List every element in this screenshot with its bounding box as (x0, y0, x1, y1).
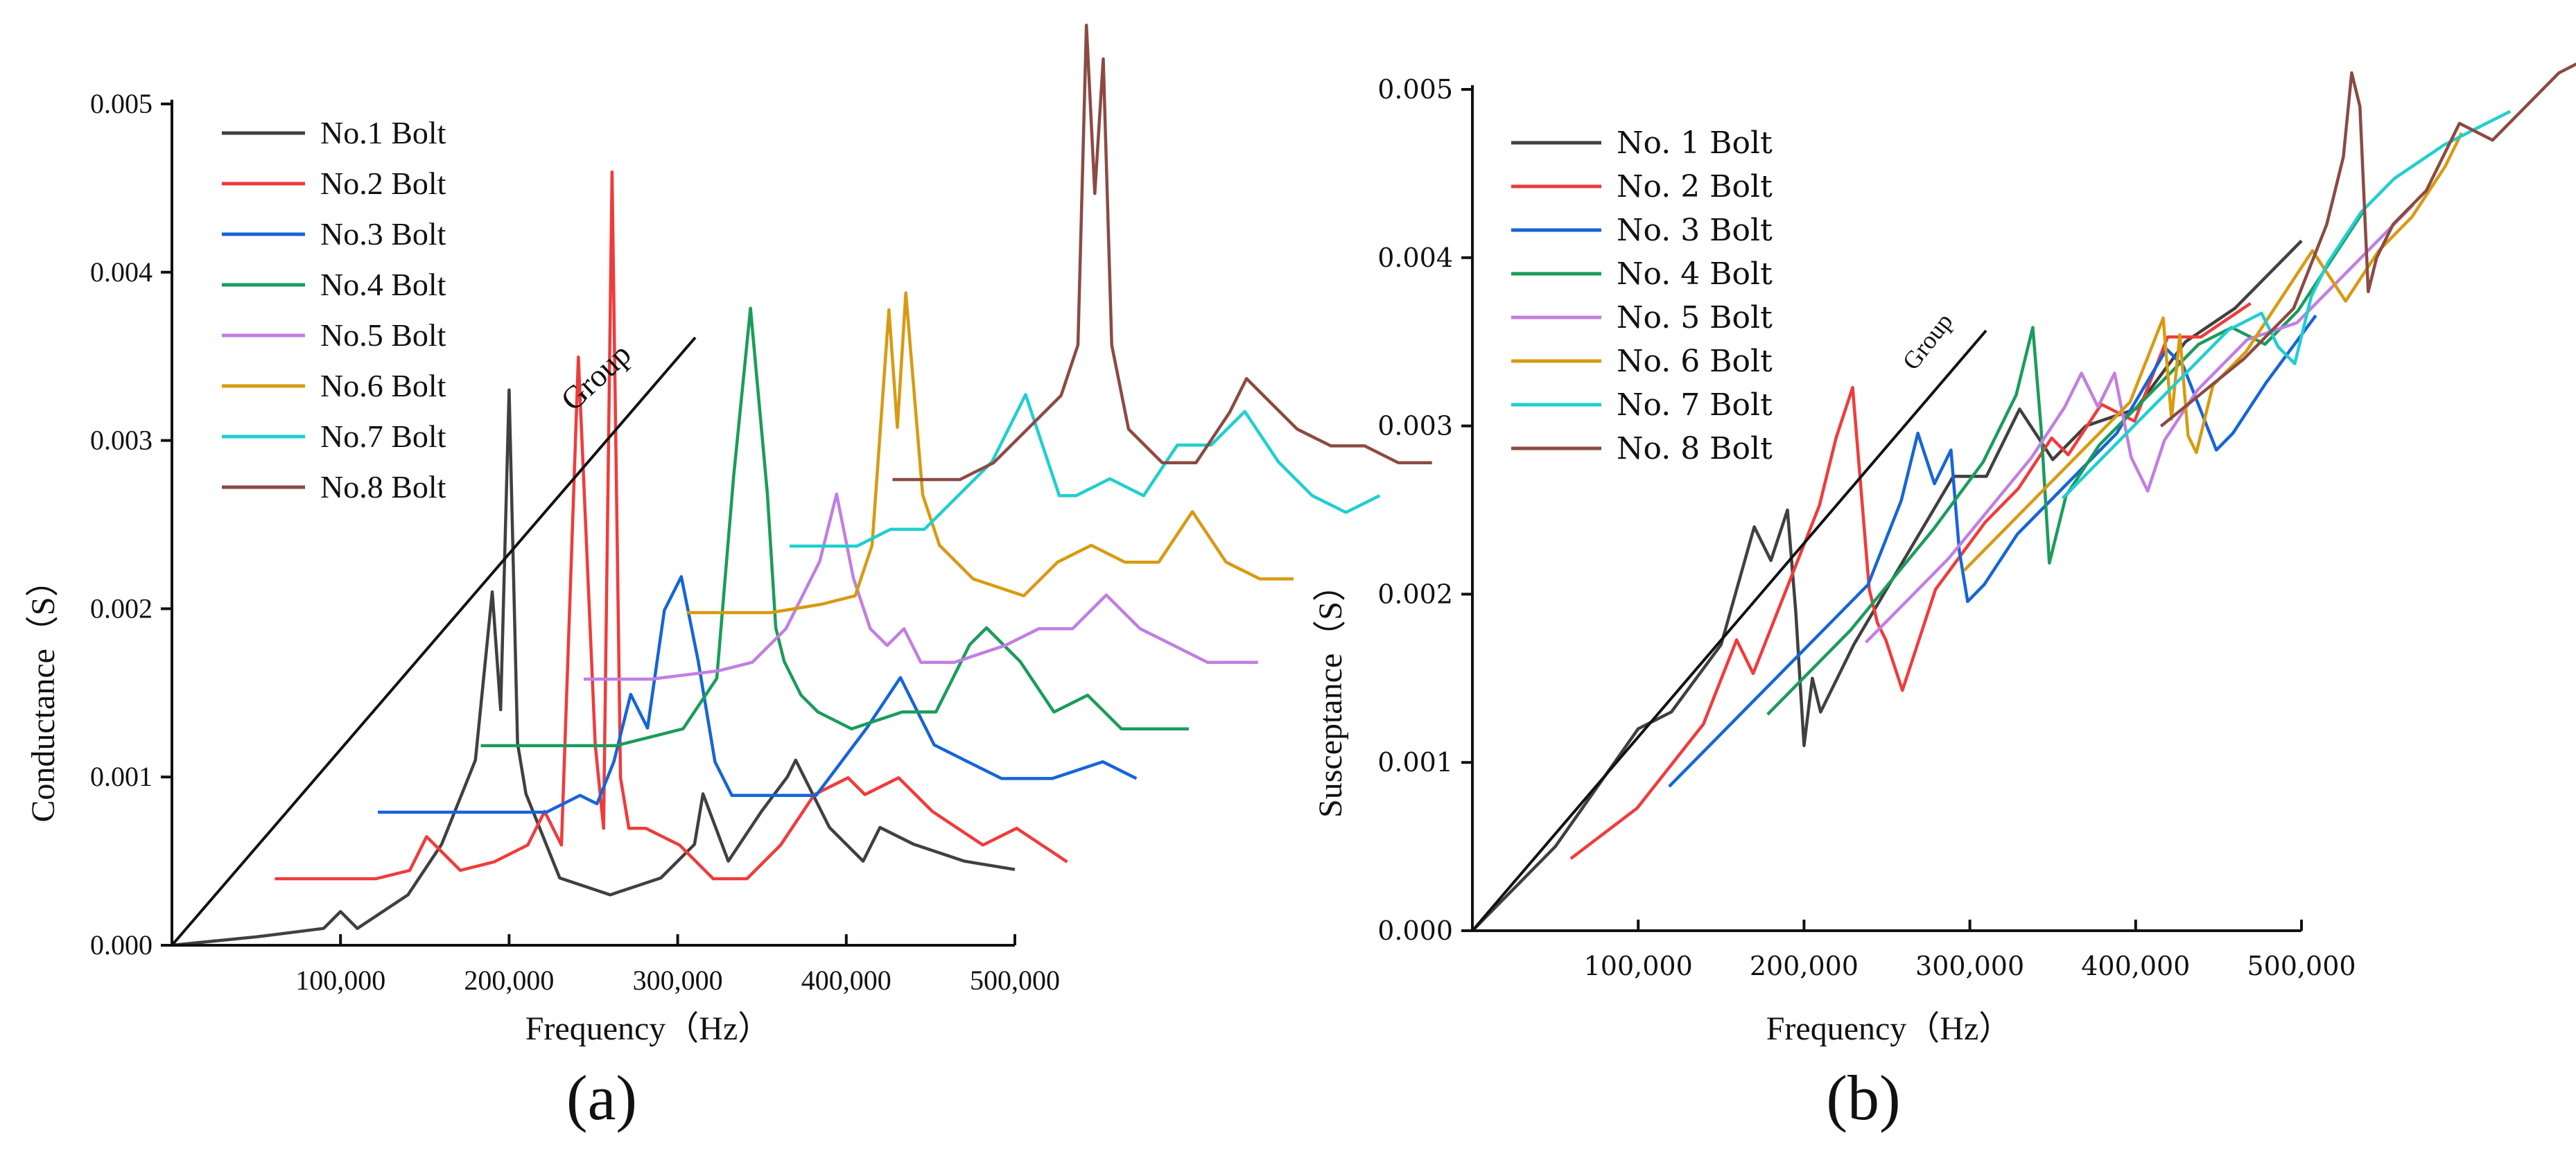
panel-b-legend: No. 1 Bolt No. 2 Bolt No. 3 Bolt No. 4 Bolt… (1511, 125, 1773, 466)
panel-b-ylabel: Susceptance（S） (1312, 568, 1349, 818)
series-line-5 (1864, 204, 2414, 644)
series-line-2 (275, 170, 1068, 881)
panel-a-axes: 100,000 200,000 300,000 400,000 500,000 0.000… (90, 88, 1060, 996)
series-line-2 (1569, 301, 2252, 860)
series-line-4 (1766, 209, 2366, 716)
legend-label-6: No. 6 Bolt (1617, 344, 1773, 379)
y-tick-label: 0.003 (1377, 411, 1453, 441)
panel-b-axes: 100,000 200,000 300,000 400,000 500,000 0.000… (1377, 74, 2356, 981)
legend-label-2: No.2 Bolt (320, 166, 446, 201)
series-line-1 (1471, 239, 2303, 932)
series-line-8 (892, 24, 1432, 482)
legend-label-3: No. 3 Bolt (1617, 213, 1773, 248)
panel-b-xlabel: Frequency（Hz） (1766, 1010, 2012, 1047)
panel-a-legend: No.1 Bolt No.2 Bolt No.3 Bolt No.4 Bolt No.5… (222, 115, 446, 505)
legend-label-4: No. 4 Bolt (1617, 256, 1773, 292)
y-tick-label: 0.003 (90, 425, 153, 456)
legend-label-1: No.1 Bolt (320, 115, 446, 150)
x-tick-label: 200,000 (1750, 951, 1859, 981)
group-axis-line (171, 336, 697, 947)
panel-b-series-lines (1471, 62, 2576, 932)
legend-label-8: No.8 Bolt (320, 469, 446, 505)
y-tick-label: 0.001 (90, 761, 153, 792)
panel-a-xlabel: Frequency（Hz） (525, 1010, 772, 1047)
series-line-7 (790, 393, 1381, 548)
series-line-6 (1963, 132, 2464, 572)
series-line-5 (584, 492, 1258, 681)
panel-a-series-lines (171, 24, 1432, 947)
series-line-4 (480, 306, 1189, 748)
group-axis-line (1471, 329, 1987, 932)
panel-a-ylabel: Conductance（S） (25, 563, 62, 822)
panel-b-susceptance-chart: 100,000 200,000 300,000 400,000 500,000 0.000… (1312, 62, 2576, 1133)
legend-label-5: No. 5 Bolt (1617, 300, 1773, 335)
panel-a-conductance-chart: 100,000 200,000 300,000 400,000 500,000 0.000… (25, 24, 1432, 1133)
legend-label-8: No. 8 Bolt (1617, 431, 1773, 466)
y-tick-label: 0.002 (90, 593, 153, 624)
y-tick-label: 0.005 (90, 88, 153, 119)
x-tick-label: 200,000 (464, 965, 554, 996)
legend-label-7: No. 7 Bolt (1617, 387, 1773, 423)
x-tick-label: 400,000 (801, 965, 891, 996)
series-line-3 (378, 574, 1138, 814)
x-tick-label: 500,000 (2247, 951, 2356, 981)
x-tick-label: 100,000 (295, 965, 385, 996)
legend-label-7: No.7 Bolt (320, 419, 446, 454)
panel-a-label: (a) (566, 1062, 637, 1133)
series-line-7 (2061, 109, 2512, 500)
legend-label-1: No. 1 Bolt (1617, 125, 1773, 161)
legend-label-6: No.6 Bolt (320, 368, 446, 403)
y-tick-label: 0.001 (1377, 747, 1453, 778)
panel-b-group-label: Group (1897, 308, 1958, 375)
legend-label-5: No.5 Bolt (320, 317, 446, 353)
y-tick-label: 0.005 (1377, 74, 1453, 105)
legend-label-3: No.3 Bolt (320, 216, 446, 252)
legend-label-2: No. 2 Bolt (1617, 169, 1773, 204)
y-tick-label: 0.004 (1377, 243, 1453, 273)
y-tick-label: 0.004 (90, 256, 153, 288)
series-line-1 (171, 388, 1016, 947)
y-tick-label: 0.000 (1377, 915, 1453, 946)
series-line-3 (1668, 314, 2317, 788)
y-tick-label: 0.000 (90, 929, 153, 961)
series-line-8 (2159, 62, 2576, 428)
y-tick-label: 0.002 (1377, 579, 1453, 609)
legend-label-4: No.4 Bolt (320, 267, 446, 302)
x-tick-label: 400,000 (2081, 951, 2190, 981)
panel-a-group-label: Group (554, 336, 638, 417)
x-tick-label: 100,000 (1584, 951, 1693, 981)
series-line-6 (686, 291, 1294, 615)
x-tick-label: 500,000 (970, 965, 1060, 996)
x-tick-label: 300,000 (633, 965, 723, 996)
panel-b-label: (b) (1826, 1062, 1900, 1133)
x-tick-label: 300,000 (1915, 951, 2024, 981)
